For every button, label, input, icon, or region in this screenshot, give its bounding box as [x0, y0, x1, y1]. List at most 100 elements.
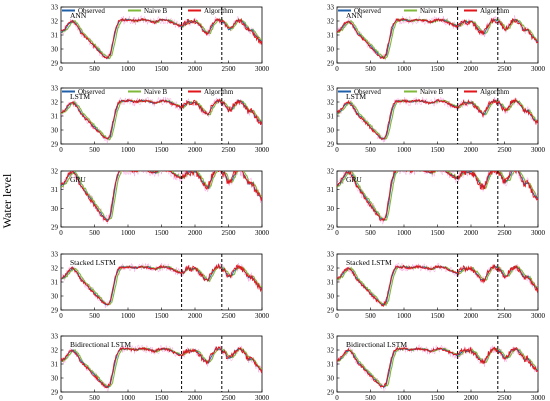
x-tick-label: 2500 [498, 65, 513, 73]
panel-title-ann: ANN [70, 11, 87, 20]
chart-panel-10: 0 500 1000 1500 2000 2500 3000 29 30 31 32 33 Bidire… [327, 333, 546, 401]
y-tick-label: 33 [327, 4, 335, 12]
y-tick-label: 32 [51, 18, 59, 26]
y-tick-label: 33 [327, 251, 335, 259]
legend-label-naive-b: Naive B [144, 88, 167, 96]
series-line-naive-b [337, 346, 538, 388]
x-tick-label: 2000 [464, 146, 479, 154]
legend: Observed Naive B Algorithm [62, 88, 234, 96]
x-tick-label: 3000 [255, 394, 270, 401]
x-tick-label: 2000 [464, 65, 479, 73]
chart-panel-2: 0 500 1000 1500 2000 2500 3000 29 30 31 32 33 ANNObs… [327, 4, 546, 74]
y-tick-label: 29 [51, 60, 59, 68]
y-tick-label: 31 [327, 186, 335, 194]
x-tick-label: 500 [89, 312, 100, 320]
chart-panel-5: 0 500 1000 1500 2000 2500 3000 29 30 31 32 GRU [51, 168, 270, 238]
x-tick-label: 500 [365, 65, 376, 73]
x-tick-label: 3000 [531, 146, 546, 154]
legend-label-observed: Observed [354, 88, 381, 96]
x-tick-label: 1500 [155, 229, 170, 237]
y-tick-label: 31 [327, 279, 335, 287]
x-tick-label: 1000 [121, 146, 136, 154]
plot-area [60, 87, 263, 145]
x-tick-label: 2500 [222, 146, 237, 154]
y-tick-label: 29 [327, 60, 335, 68]
y-tick-label: 29 [51, 141, 59, 149]
x-tick-label: 0 [335, 312, 339, 320]
x-tick-label: 3000 [255, 312, 270, 320]
series-line-algorithm [337, 171, 538, 222]
x-tick-label: 2000 [464, 312, 479, 320]
x-tick-label: 1000 [397, 146, 412, 154]
legend-label-algorithm: Algorithm [480, 88, 510, 96]
y-tick-label: 29 [327, 141, 335, 149]
chart-panel-3: 0 500 1000 1500 2000 2500 3000 29 30 31 32 33 LSTMOb… [51, 85, 270, 155]
x-tick-label: 3000 [255, 229, 270, 237]
legend-label-observed: Observed [78, 7, 105, 15]
chart-panel-4: 0 500 1000 1500 2000 2500 3000 29 30 31 32 33 LSTMOb… [327, 85, 546, 155]
x-tick-label: 1500 [155, 146, 170, 154]
x-tick-label: 2500 [222, 229, 237, 237]
y-tick-label: 29 [51, 224, 59, 232]
x-tick-label: 3000 [531, 229, 546, 237]
series-line-naive-b [61, 171, 262, 221]
x-tick-label: 1500 [431, 65, 446, 73]
y-tick-label: 32 [327, 265, 335, 273]
x-tick-label: 0 [59, 394, 63, 401]
y-tick-label: 32 [327, 347, 335, 355]
panel-title-gru: GRU [346, 175, 362, 184]
x-tick-label: 1500 [155, 312, 170, 320]
chart-panel-8: 0 500 1000 1500 2000 2500 3000 29 30 31 32 33 Stacke… [327, 251, 546, 321]
x-tick-label: 1000 [121, 229, 136, 237]
x-tick-label: 0 [59, 312, 63, 320]
chart-panel-7: 0 500 1000 1500 2000 2500 3000 29 30 31 32 33 Stacke… [51, 251, 270, 321]
panel-title-ann: ANN [346, 11, 363, 20]
x-tick-label: 1500 [155, 65, 170, 73]
y-tick-label: 29 [51, 389, 59, 397]
y-tick-label: 29 [327, 307, 335, 315]
y-tick-label: 30 [51, 293, 59, 301]
y-tick-label: 32 [327, 99, 335, 107]
y-tick-label: 30 [51, 127, 59, 135]
x-tick-label: 1500 [431, 394, 446, 401]
y-tick-label: 30 [327, 127, 335, 135]
x-tick-label: 2500 [222, 65, 237, 73]
x-tick-label: 1500 [431, 146, 446, 154]
x-tick-label: 3000 [255, 146, 270, 154]
panel-title-lstm: LSTM [346, 92, 366, 101]
y-tick-label: 31 [51, 361, 59, 369]
panel-title-gru: GRU [70, 175, 86, 184]
x-tick-label: 2000 [464, 394, 479, 401]
x-tick-label: 500 [365, 229, 376, 237]
y-tick-label: 31 [327, 361, 335, 369]
legend-label-naive-b: Naive B [420, 7, 443, 15]
x-tick-label: 3000 [531, 394, 546, 401]
x-tick-label: 2000 [188, 229, 203, 237]
x-tick-label: 500 [365, 146, 376, 154]
x-tick-label: 500 [365, 312, 376, 320]
x-tick-label: 1000 [397, 229, 412, 237]
x-tick-label: 1500 [431, 312, 446, 320]
x-tick-label: 500 [365, 394, 376, 401]
x-tick-label: 500 [89, 229, 100, 237]
x-tick-label: 2500 [498, 394, 513, 401]
y-axis-label: Water level [0, 173, 14, 228]
legend-label-algorithm: Algorithm [204, 88, 234, 96]
legend-label-algorithm: Algorithm [204, 7, 234, 15]
x-tick-label: 2000 [188, 146, 203, 154]
y-tick-label: 30 [327, 375, 335, 383]
x-tick-label: 1000 [397, 65, 412, 73]
y-tick-label: 31 [327, 113, 335, 121]
plot-area [60, 6, 263, 64]
x-tick-label: 0 [335, 394, 339, 401]
panel-title-bidirectional-lstm: Bidirectional LSTM [70, 340, 131, 349]
y-tick-label: 30 [327, 293, 335, 301]
series-line-algorithm [61, 171, 262, 223]
series-line-observed [61, 347, 262, 389]
series-line-algorithm [61, 98, 262, 140]
y-tick-label: 31 [51, 32, 59, 40]
chart-panel-1: 0 500 1000 1500 2000 2500 3000 29 30 31 32 33 ANNObs… [51, 4, 270, 74]
raw-data-line [337, 96, 538, 143]
x-tick-label: 1000 [397, 394, 412, 401]
panel-title-stacked-lstm: Stacked LSTM [70, 258, 116, 267]
